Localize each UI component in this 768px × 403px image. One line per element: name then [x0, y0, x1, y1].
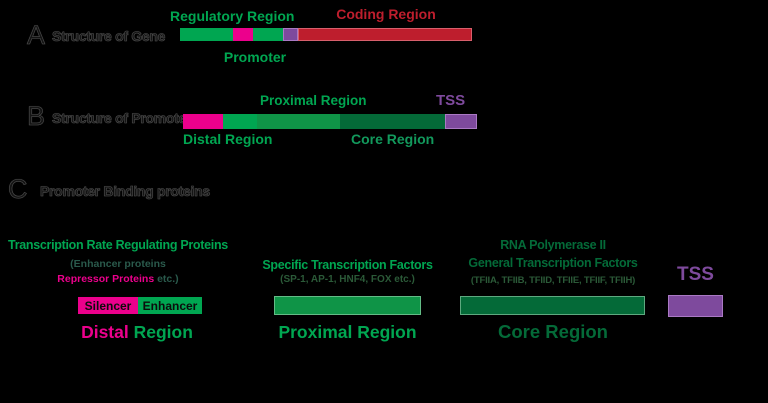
- proximal-group-heading: Specific Transcription Factors: [262, 258, 433, 272]
- distal-group-subline2: Repressor Proteins etc.): [2, 273, 234, 285]
- section-c-title: Promoter Binding proteins: [40, 183, 211, 200]
- tss-segment: [283, 28, 298, 41]
- distal-word: Distal: [81, 322, 129, 342]
- gene-structure-bar: [180, 28, 472, 41]
- promoter-distal-segment: [233, 28, 253, 41]
- core-group-subline: (TFIIA, TFIIB, TFIID, TFIIE, TFIIF, TFII…: [470, 275, 636, 286]
- repressor-proteins-text: Repressor Proteins: [57, 273, 155, 285]
- core-region-label-c: Core Region: [498, 321, 608, 342]
- tss-label-b: TSS: [436, 92, 466, 109]
- tss-segment-b: [445, 114, 477, 129]
- core-group-heading-line2: General Transcription Factors: [468, 256, 638, 270]
- coding-segment: [298, 28, 472, 41]
- distal-region-label-c: Distal Region: [37, 322, 237, 343]
- proximal-region-label-b: Proximal Region: [260, 93, 367, 108]
- section-c-letter: C: [8, 174, 28, 205]
- silencer-label: Silencer: [84, 298, 132, 313]
- distal-region-label-b: Distal Region: [183, 131, 273, 147]
- proximal-segment-1: [223, 114, 257, 129]
- promoter-label: Promoter: [223, 49, 287, 65]
- core-region-bar: [460, 296, 645, 315]
- proximal-group-subline: (SP-1, AP-1, HNF4, FOX etc.): [280, 274, 415, 285]
- core-region-label-b: Core Region: [351, 131, 435, 147]
- section-b-title: Structure of Promoter: [52, 110, 192, 127]
- proximal-region-label-c: Proximal Region: [278, 322, 417, 342]
- regulatory-segment: [180, 28, 233, 41]
- proximal-region-bar: [274, 296, 421, 315]
- distal-group-subline1: (Enhancer proteins: [70, 258, 166, 270]
- enhancer-label: Enhancer: [142, 298, 198, 313]
- silencer-enhancer-bar: Silencer Enhancer: [78, 297, 202, 314]
- tss-label-c: TSS: [677, 264, 714, 285]
- section-a-title: Structure of Gene: [52, 28, 166, 45]
- coding-region-label: Coding Region: [336, 6, 436, 22]
- distal-segment: [183, 114, 223, 129]
- enhancer-segment: Enhancer: [138, 297, 202, 314]
- promoter-proximal-segment: [253, 28, 283, 41]
- silencer-segment: Silencer: [78, 297, 138, 314]
- core-group-heading-line1: RNA Polymerase II: [500, 238, 606, 252]
- tss-bar: [668, 295, 723, 317]
- distal-group-heading: Transcription Rate Regulating Proteins: [8, 238, 228, 252]
- section-b-letter: B: [27, 101, 46, 132]
- proximal-segment-2: [257, 114, 340, 129]
- region-word: Region: [128, 322, 193, 342]
- promoter-structure-bar: [183, 114, 477, 129]
- core-segment: [340, 114, 445, 129]
- regulatory-region-label: Regulatory Region: [170, 8, 295, 24]
- etc-text: etc.): [154, 273, 179, 285]
- section-a-letter: A: [27, 20, 46, 51]
